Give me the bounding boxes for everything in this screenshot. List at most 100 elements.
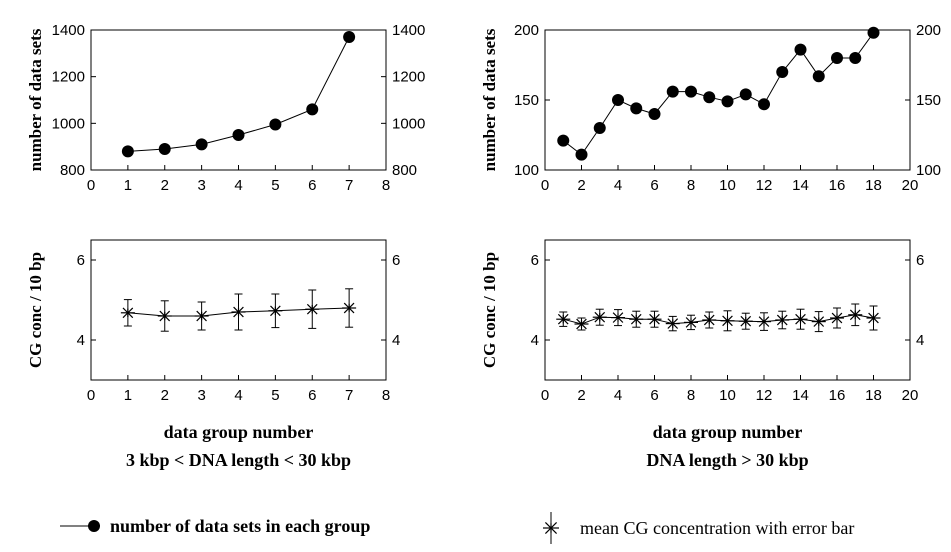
data-point — [702, 314, 717, 326]
x-tick-label: 20 — [902, 177, 919, 194]
x-tick-label: 10 — [719, 387, 736, 404]
data-point — [194, 310, 209, 322]
data-point — [793, 313, 808, 325]
data-point — [556, 313, 571, 325]
data-point — [121, 145, 134, 158]
data-point — [158, 143, 171, 155]
y-tick-label: 6 — [531, 252, 539, 269]
y-right-tick-label: 1400 — [392, 22, 425, 39]
data-point — [739, 88, 752, 101]
data-point — [574, 318, 589, 330]
x-tick-label: 6 — [650, 387, 658, 404]
data-point — [685, 85, 697, 98]
data-point — [306, 103, 319, 116]
y-tick-label: 200 — [514, 22, 539, 39]
data-point — [703, 91, 716, 104]
legend-circle-swatch — [88, 520, 100, 532]
x-tick-label: 0 — [87, 387, 95, 404]
data-point — [830, 312, 844, 324]
data-point — [866, 312, 881, 324]
data-point — [757, 316, 771, 327]
y-axis-label: CG conc / 10 bp — [480, 252, 499, 368]
data-point — [665, 318, 680, 329]
data-point — [593, 122, 606, 134]
chart-panel-bottom-left: 0 1 2 3 4 5 6 7 8 4 4 6 6 CG conc / 10 bp data group n… — [26, 239, 400, 470]
y-right-tick-label: 4 — [916, 332, 924, 349]
data-point — [120, 307, 135, 319]
x-tick-label: 0 — [87, 177, 95, 194]
data-point — [720, 315, 735, 327]
x-tick-label: 4 — [614, 177, 622, 194]
x-tick-label: 1 — [124, 387, 132, 404]
x-tick-label: 14 — [792, 177, 809, 194]
panel-subtitle: DNA length > 30 kbp — [646, 450, 808, 470]
data-point — [867, 26, 880, 39]
data-point — [647, 313, 662, 325]
y-tick-label: 6 — [77, 252, 85, 269]
y-tick-label: 4 — [77, 332, 85, 349]
data-point — [157, 310, 172, 322]
data-point — [343, 31, 356, 43]
data-point — [811, 316, 826, 327]
x-axis-label: data group number — [653, 422, 803, 442]
data-point — [776, 66, 789, 78]
data-point — [775, 314, 790, 326]
data-point — [342, 302, 357, 314]
data-point — [611, 312, 625, 323]
data-point — [738, 315, 753, 327]
data-point — [629, 313, 644, 325]
x-tick-label: 4 — [234, 177, 242, 194]
legend-asterisk-swatch — [543, 521, 559, 535]
y-tick-label: 1200 — [52, 69, 85, 86]
y-right-tick-label: 1000 — [392, 115, 425, 132]
data-point — [848, 309, 863, 321]
x-tick-label: 4 — [234, 387, 242, 404]
x-tick-label: 2 — [577, 177, 585, 194]
data-point — [831, 52, 843, 64]
y-right-tick-label: 6 — [916, 252, 924, 269]
x-tick-label: 1 — [124, 177, 132, 194]
x-tick-label: 20 — [902, 387, 919, 404]
data-point — [812, 70, 825, 83]
y-right-tick-label: 100 — [916, 162, 941, 179]
data-point — [195, 138, 208, 151]
data-point — [794, 43, 807, 56]
x-tick-label: 5 — [271, 387, 279, 404]
x-tick-label: 7 — [345, 177, 353, 194]
data-point — [849, 52, 862, 64]
y-tick-label: 800 — [60, 162, 85, 179]
data-point — [557, 134, 570, 147]
legend: number of data sets in each group mean CG… — [60, 512, 854, 544]
series-line — [563, 314, 874, 325]
x-tick-label: 6 — [308, 387, 316, 404]
x-tick-label: 18 — [865, 177, 882, 194]
x-tick-label: 8 — [382, 387, 390, 404]
data-point — [575, 148, 588, 161]
chart-panel-bottom-right: 0 2 4 6 8 10 12 14 16 18 20 4 4 6 6 CG conc / 10 bp data… — [480, 239, 924, 470]
x-tick-label: 8 — [382, 177, 390, 194]
x-tick-label: 16 — [829, 177, 846, 194]
legend-item-asterisk: mean CG concentration with error bar — [543, 512, 854, 544]
x-tick-label: 2 — [161, 177, 169, 194]
x-tick-label: 3 — [197, 177, 205, 194]
data-point — [684, 317, 698, 328]
data-point — [231, 306, 246, 318]
legend-label: mean CG concentration with error bar — [580, 518, 854, 538]
x-tick-label: 18 — [865, 387, 882, 404]
x-tick-label: 10 — [719, 177, 736, 194]
y-right-tick-label: 800 — [392, 162, 417, 179]
y-tick-label: 100 — [514, 162, 539, 179]
y-right-tick-label: 200 — [916, 22, 941, 39]
data-point — [269, 118, 282, 131]
y-axis-label: CG conc / 10 bp — [26, 252, 45, 368]
x-tick-label: 8 — [687, 387, 695, 404]
data-point — [232, 129, 245, 141]
data-point — [592, 311, 607, 323]
x-tick-label: 3 — [197, 387, 205, 404]
series-line — [562, 32, 874, 156]
x-tick-label: 16 — [829, 387, 846, 404]
y-axis-label: number of data sets — [480, 28, 499, 171]
